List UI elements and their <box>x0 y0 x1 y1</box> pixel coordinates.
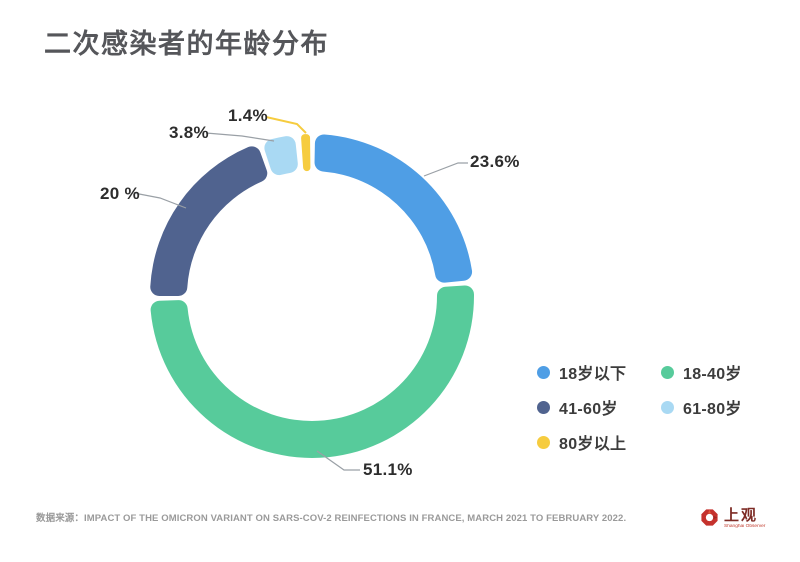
legend-label: 18岁以下 <box>559 366 627 383</box>
legend-label: 41-60岁 <box>559 401 618 418</box>
legend-item-61-80: 61-80岁 <box>661 395 742 419</box>
data-label-41-60: 20 % <box>100 184 140 203</box>
leader-line-4 <box>265 116 307 134</box>
brand-logo: 上观 Shanghai Observer <box>700 508 776 530</box>
leader-line-1 <box>316 450 360 471</box>
pinwheel-logo-icon <box>701 509 718 526</box>
donut-segment-0 <box>314 134 473 283</box>
data-label-18-40: 51.1% <box>363 460 413 479</box>
legend-label: 80岁以上 <box>559 436 627 453</box>
legend-item-41-60: 41-60岁 <box>537 395 661 419</box>
donut-segment-2 <box>150 146 268 296</box>
legend-dot-4 <box>537 435 550 449</box>
brand-subtitle: Shanghai Observer <box>724 524 766 529</box>
leader-line-2 <box>133 192 187 209</box>
brand-name: 上观 <box>724 508 759 524</box>
legend-item-18-40: 18-40岁 <box>661 360 742 384</box>
legend-dot-1 <box>661 365 674 379</box>
legend-dot-0 <box>537 365 550 379</box>
legend-label: 61-80岁 <box>683 401 742 418</box>
legend-dot-2 <box>537 400 550 414</box>
legend-dot-3 <box>661 400 674 414</box>
donut-segment-4 <box>301 134 311 172</box>
donut-segment-3 <box>264 136 298 176</box>
leader-line-0 <box>423 162 468 177</box>
source-note: 数据来源：IMPACT OF THE OMICRON VARIANT ON SA… <box>36 513 627 524</box>
donut-segment-1 <box>150 285 474 458</box>
chart-legend: 18岁以下 18-40岁 41-60岁 61-80岁 80岁以上 <box>537 360 742 454</box>
data-label-80-plus: 1.4% <box>228 106 268 125</box>
legend-label: 18-40岁 <box>683 366 742 383</box>
page-title: 二次感染者的年龄分布 <box>44 29 329 59</box>
data-label-61-80: 3.8% <box>169 123 209 142</box>
legend-item-80-plus: 80岁以上 <box>537 430 661 454</box>
leader-line-3 <box>205 132 275 142</box>
legend-item-18-under: 18岁以下 <box>537 360 661 384</box>
data-label-18-under: 23.6% <box>470 152 520 171</box>
